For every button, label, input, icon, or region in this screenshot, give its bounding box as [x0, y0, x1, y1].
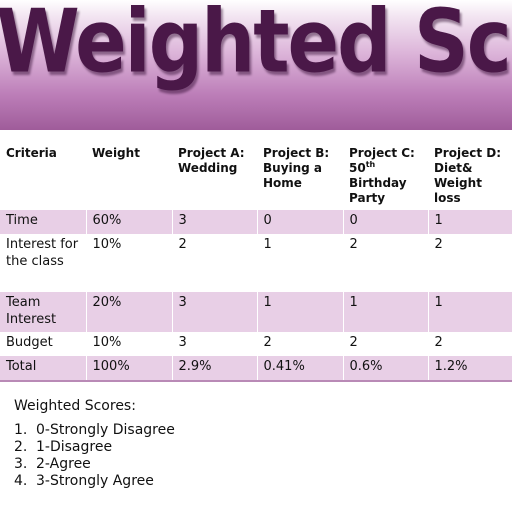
- header-project-b: Project B: Buying a Home: [263, 146, 330, 190]
- header-project-c-start: Project C: 50: [349, 146, 415, 175]
- table-row: Budget 10% 3 2 2 2: [0, 332, 512, 356]
- cell-project-a: 2: [171, 234, 257, 292]
- cell-project-b: 0: [256, 210, 343, 234]
- list-item: 2. 1-Disagree: [14, 439, 175, 456]
- list-text: 1-Disagree: [36, 439, 113, 455]
- list-number: 4.: [14, 473, 28, 489]
- list-item: 4. 3-Strongly Agree: [14, 473, 175, 490]
- weighted-score-table: Criteria Weight Project A: Wedding Proje…: [0, 142, 512, 382]
- cell-project-a: 3: [171, 292, 257, 332]
- cell-project-d: 1: [427, 210, 512, 234]
- table-row: Interest for the class 10% 2 1 2 2: [0, 234, 512, 292]
- list-number: 2.: [14, 439, 28, 455]
- list-text: 0-Strongly Disagree: [36, 422, 175, 438]
- header-project-c-ordinal: th: [365, 160, 376, 169]
- title-banner: Weighted Score Model: [0, 0, 512, 130]
- cell-project-c: 0.6%: [342, 356, 428, 382]
- list-item: 3. 2-Agree: [14, 456, 175, 473]
- list-number: 1.: [14, 422, 28, 438]
- cell-project-d: 2: [427, 234, 512, 292]
- cell-weight: 60%: [85, 210, 172, 234]
- cell-project-a: 3: [171, 332, 257, 356]
- cell-project-c: 0: [342, 210, 428, 234]
- header-project-d: Project D: Diet& Weight loss: [434, 146, 501, 205]
- cell-project-b: 1: [256, 292, 343, 332]
- list-text: 3-Strongly Agree: [36, 473, 154, 489]
- cell-weight: 10%: [85, 234, 172, 292]
- cell-criteria: Team Interest: [0, 292, 86, 332]
- cell-weight: 10%: [85, 332, 172, 356]
- header-weight: Weight: [92, 146, 140, 160]
- page-title: Weighted Score Model: [0, 0, 512, 93]
- cell-project-a: 3: [171, 210, 257, 234]
- cell-project-c: 2: [342, 234, 428, 292]
- cell-project-d: 1.2%: [427, 356, 512, 382]
- header-project-c-end: Birthday Party: [349, 176, 407, 205]
- cell-project-b: 0.41%: [256, 356, 343, 382]
- cell-project-d: 1: [427, 292, 512, 332]
- cell-project-d: 2: [427, 332, 512, 356]
- header-criteria: Criteria: [6, 146, 57, 160]
- cell-weight: 100%: [85, 356, 172, 382]
- table-row: Time 60% 3 0 0 1: [0, 210, 512, 234]
- cell-criteria: Interest for the class: [0, 234, 86, 292]
- table-header-row: Criteria Weight Project A: Wedding Proje…: [0, 142, 512, 210]
- cell-project-b: 1: [256, 234, 343, 292]
- cell-criteria: Time: [0, 210, 86, 234]
- cell-project-c: 2: [342, 332, 428, 356]
- weighted-scores-heading: Weighted Scores:: [14, 398, 136, 414]
- list-item: 1. 0-Strongly Disagree: [14, 422, 175, 439]
- cell-criteria: Budget: [0, 332, 86, 356]
- table-row-total: Total 100% 2.9% 0.41% 0.6% 1.2%: [0, 356, 512, 382]
- weighted-scores-list: 1. 0-Strongly Disagree 2. 1-Disagree 3. 2-A…: [14, 422, 175, 490]
- header-project-c: Project C: 50th Birthday Party: [343, 142, 428, 210]
- list-text: 2-Agree: [36, 456, 91, 472]
- cell-project-a: 2.9%: [171, 356, 257, 382]
- cell-project-b: 2: [256, 332, 343, 356]
- list-number: 3.: [14, 456, 28, 472]
- header-project-a: Project A: Wedding: [178, 146, 245, 175]
- cell-weight: 20%: [85, 292, 172, 332]
- cell-project-c: 1: [342, 292, 428, 332]
- table-row: Team Interest 20% 3 1 1 1: [0, 292, 512, 332]
- cell-criteria: Total: [0, 356, 86, 382]
